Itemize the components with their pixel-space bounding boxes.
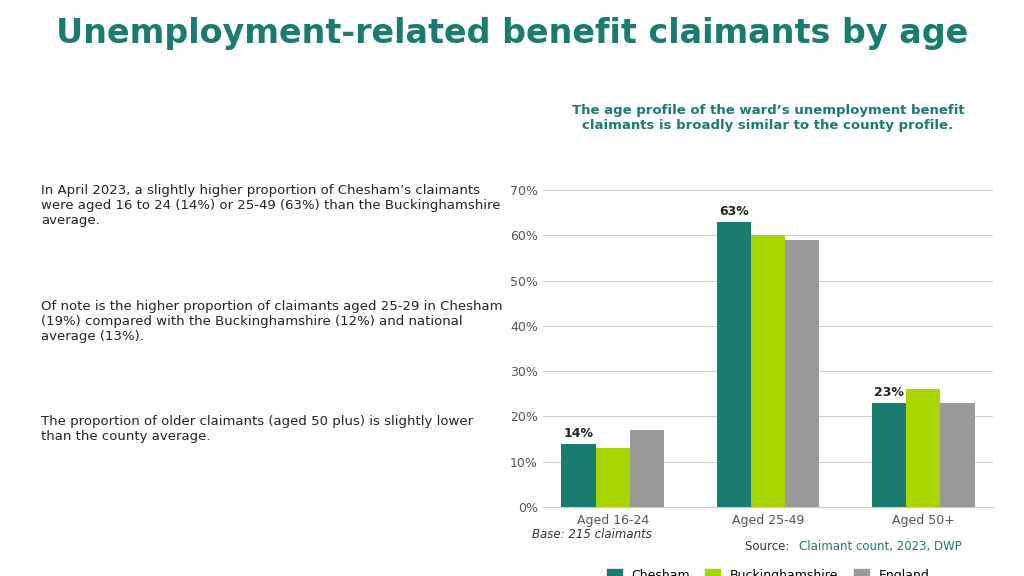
Bar — [596, 448, 630, 507]
Bar — [561, 444, 596, 507]
Text: In April 2023, a slightly higher proportion of Chesham’s claimants
were aged 16 : In April 2023, a slightly higher proport… — [41, 184, 501, 228]
Bar — [717, 222, 751, 507]
Text: Claimant count, 2023, DWP: Claimant count, 2023, DWP — [799, 540, 962, 553]
Text: Unemployment-related benefit claimants by age: Unemployment-related benefit claimants b… — [56, 17, 968, 50]
Bar — [940, 403, 975, 507]
Text: The proportion of older claimants (aged 50 plus) is slightly lower
than the coun: The proportion of older claimants (aged … — [41, 415, 473, 443]
Bar — [630, 430, 664, 507]
Bar — [906, 389, 940, 507]
Text: Of note is the higher proportion of claimants aged 25-29 in Chesham
(19%) compar: Of note is the higher proportion of clai… — [41, 300, 503, 343]
Bar — [751, 236, 785, 507]
Legend: Chesham, Buckinghamshire, England: Chesham, Buckinghamshire, England — [601, 564, 935, 576]
Bar — [785, 240, 819, 507]
Text: 63%: 63% — [719, 205, 749, 218]
Text: 23%: 23% — [874, 386, 904, 399]
Bar — [872, 403, 906, 507]
Text: Base: 215 claimants: Base: 215 claimants — [532, 528, 652, 541]
Text: 14%: 14% — [563, 427, 594, 440]
Text: Source:: Source: — [745, 540, 794, 553]
Text: The age profile of the ward’s unemployment benefit
claimants is broadly similar : The age profile of the ward’s unemployme… — [571, 104, 965, 132]
